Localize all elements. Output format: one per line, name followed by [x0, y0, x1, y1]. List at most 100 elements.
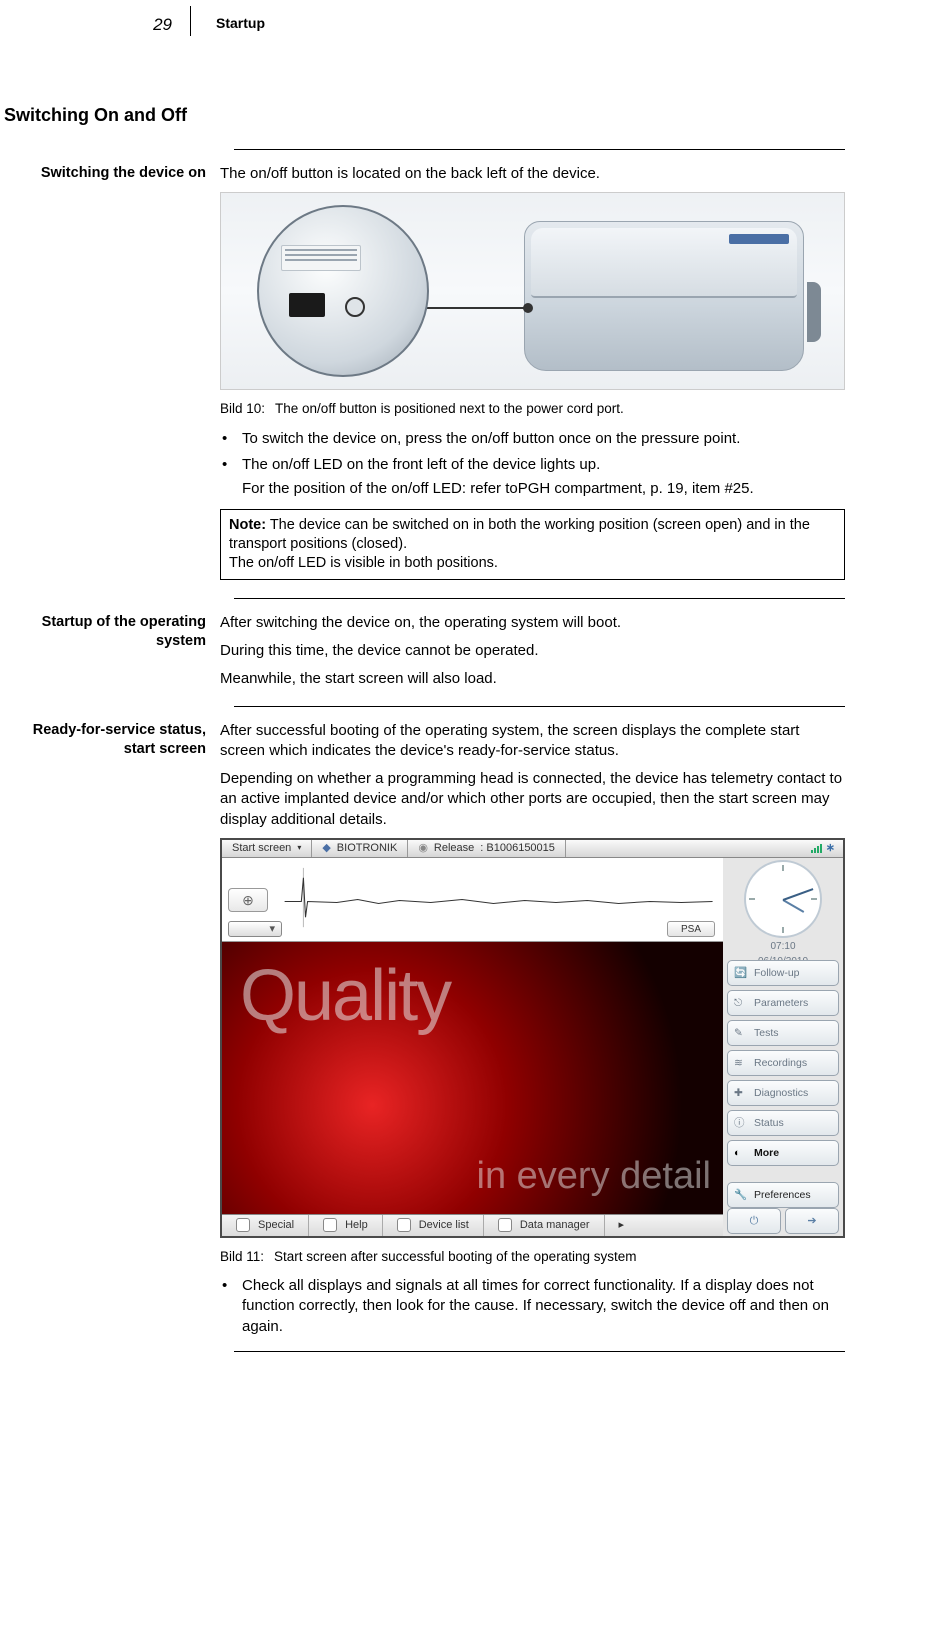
more-icon: ◐: [734, 1146, 748, 1160]
special-icon: [236, 1218, 250, 1232]
ss-clock: 07:10 06/10/2010: [727, 860, 839, 969]
page-number: 29: [0, 14, 190, 37]
btn-more-label: More: [754, 1146, 779, 1160]
dropdown-icon: ▾: [297, 843, 301, 854]
btn-more[interactable]: ◐ More: [727, 1140, 839, 1166]
chevron-down-icon: ▾: [269, 922, 275, 937]
b2-p3: Meanwhile, the start screen will also lo…: [220, 669, 845, 689]
btn-status[interactable]: ⓘStatus: [727, 1110, 839, 1136]
ss-topbar: Start screen ▾ ◆ BIOTRONIK ◉ Release : B…: [222, 840, 843, 858]
b1-bullet2-sub: For the position of the on/off LED: refe…: [242, 479, 845, 499]
help-icon: [323, 1218, 337, 1232]
brand-icon: ◆: [322, 841, 330, 856]
ss-psa-button[interactable]: PSA: [667, 921, 715, 937]
b2-p2: During this time, the device cannot be o…: [220, 641, 845, 661]
bbtn-special[interactable]: Special: [222, 1215, 309, 1236]
btn-diagnostics[interactable]: ✚Diagnostics: [727, 1080, 839, 1106]
ss-release-label: Release: [434, 841, 474, 856]
bbtn-data-manager-label: Data manager: [520, 1218, 590, 1233]
fig10-caption-text: The on/off button is positioned next to …: [275, 401, 624, 416]
fig11-caption-label: Bild 11:: [220, 1248, 264, 1266]
ss-right-column: 🔄 Follow-up ⎋ Parameters ✎ Tests ≋ Recording…: [727, 960, 839, 1208]
btn-preferences-label: Preferences: [754, 1188, 811, 1202]
b3-p1: After successful booting of the operatin…: [220, 721, 845, 762]
btn-preferences[interactable]: 🔧 Preferences: [727, 1182, 839, 1208]
play-icon: ▸: [619, 1218, 625, 1233]
btn-parameters-label: Parameters: [754, 996, 808, 1010]
page-header: 29 Startup: [0, 0, 945, 41]
note-body-2: The on/off LED is visible in both positi…: [229, 555, 498, 571]
fig10-rating-lines: [285, 249, 357, 264]
data-manager-icon: [498, 1218, 512, 1232]
b1-intro: The on/off button is located on the back…: [220, 164, 845, 184]
fig10-detail-circle: [257, 205, 429, 377]
clock-face-icon: [744, 860, 822, 938]
fig10-device-accent: [729, 234, 789, 244]
power-icon: ⏻: [750, 1214, 759, 1229]
fig10-device-handle: [807, 282, 821, 342]
ss-bottombar: Special Help Device list Data manager ▸: [222, 1214, 723, 1236]
btn-tests[interactable]: ✎ Tests: [727, 1020, 839, 1046]
recordings-icon: ≋: [734, 1056, 748, 1070]
overlay-detail: in every detail: [477, 1151, 711, 1202]
device-list-icon: [397, 1218, 411, 1232]
side-label-ready: Ready-for-service status, start screen: [0, 721, 220, 759]
figure-11-caption: Bild 11: Start screen after successful bo…: [220, 1248, 845, 1266]
side-label-startup: Startup of the operating system: [0, 613, 220, 651]
parameters-icon: ⎋: [734, 996, 748, 1010]
diagnostics-icon: ✚: [734, 1086, 748, 1100]
btn-recordings-label: Recordings: [754, 1056, 807, 1070]
tests-icon: ✎: [734, 1026, 748, 1040]
btn-parameters[interactable]: ⎋ Parameters: [727, 990, 839, 1016]
b3-p2: Depending on whether a programming head …: [220, 769, 845, 830]
bbtn-help-label: Help: [345, 1218, 368, 1233]
ss-main-image: Quality in every detail: [222, 942, 723, 1214]
fig10-caption-label: Bild 10:: [220, 400, 265, 418]
block-ready-status: Ready-for-service status, start screen A…: [0, 707, 945, 1351]
ss-psa-label: PSA: [681, 924, 701, 935]
ss-release: ◉ Release : B1006150015: [408, 840, 566, 857]
btn-recordings[interactable]: ≋ Recordings: [727, 1050, 839, 1076]
bbtn-data-manager[interactable]: Data manager: [484, 1215, 605, 1236]
ss-ecg-dropdown[interactable]: ▾: [228, 921, 282, 937]
b2-p1: After switching the device on, the opera…: [220, 613, 845, 633]
bbtn-help[interactable]: Help: [309, 1215, 383, 1236]
bluetooth-icon: ∗: [826, 841, 835, 856]
note-label: Note:: [229, 517, 266, 533]
fig10-power-port: [289, 293, 325, 317]
bbtn-play[interactable]: ▸: [605, 1215, 639, 1236]
preferences-icon: 🔧: [734, 1188, 748, 1202]
follow-up-icon: 🔄: [734, 966, 748, 980]
header-section: Startup: [191, 14, 265, 33]
b1-bullet2-text: The on/off LED on the front left of the …: [242, 456, 600, 473]
signal-icon: [811, 843, 822, 853]
ecg-trace: [222, 858, 723, 941]
note-body-1: The device can be switched on in both th…: [229, 517, 810, 552]
figure-10: [220, 192, 845, 390]
ss-tab-startscreen-label: Start screen: [232, 841, 291, 856]
zoom-icon: ⊕: [242, 891, 254, 910]
fig11-caption-text: Start screen after successful booting of…: [274, 1249, 636, 1264]
btn-follow-up[interactable]: 🔄 Follow-up: [727, 960, 839, 986]
b1-bullet1: To switch the device on, press the on/of…: [220, 429, 845, 449]
btn-tests-label: Tests: [754, 1026, 779, 1040]
next-button[interactable]: ➔: [785, 1208, 839, 1234]
b1-bullet2: The on/off LED on the front left of the …: [220, 455, 845, 500]
b3-bullet1: Check all displays and signals at all ti…: [220, 1276, 845, 1337]
btn-status-label: Status: [754, 1116, 784, 1130]
main-heading: Switching On and Off: [0, 103, 945, 127]
ss-power-row: ⏻ ➔: [727, 1208, 839, 1234]
bbtn-device-list-label: Device list: [419, 1218, 469, 1233]
arrow-right-icon: ➔: [807, 1214, 816, 1229]
ss-clock-time: 07:10: [727, 940, 839, 954]
block-switching-on: Switching the device on The on/off butto…: [0, 150, 945, 598]
ss-brand-label: BIOTRONIK: [337, 841, 398, 856]
disc-icon: ◉: [418, 841, 428, 856]
block-startup-os: Startup of the operating system After sw…: [0, 599, 945, 706]
ss-tab-startscreen[interactable]: Start screen ▾: [222, 840, 312, 857]
ss-zoom-button[interactable]: ⊕: [228, 888, 268, 912]
bbtn-device-list[interactable]: Device list: [383, 1215, 484, 1236]
btn-follow-up-label: Follow-up: [754, 966, 800, 980]
power-button[interactable]: ⏻: [727, 1208, 781, 1234]
ss-status-icons: ∗: [803, 841, 843, 856]
